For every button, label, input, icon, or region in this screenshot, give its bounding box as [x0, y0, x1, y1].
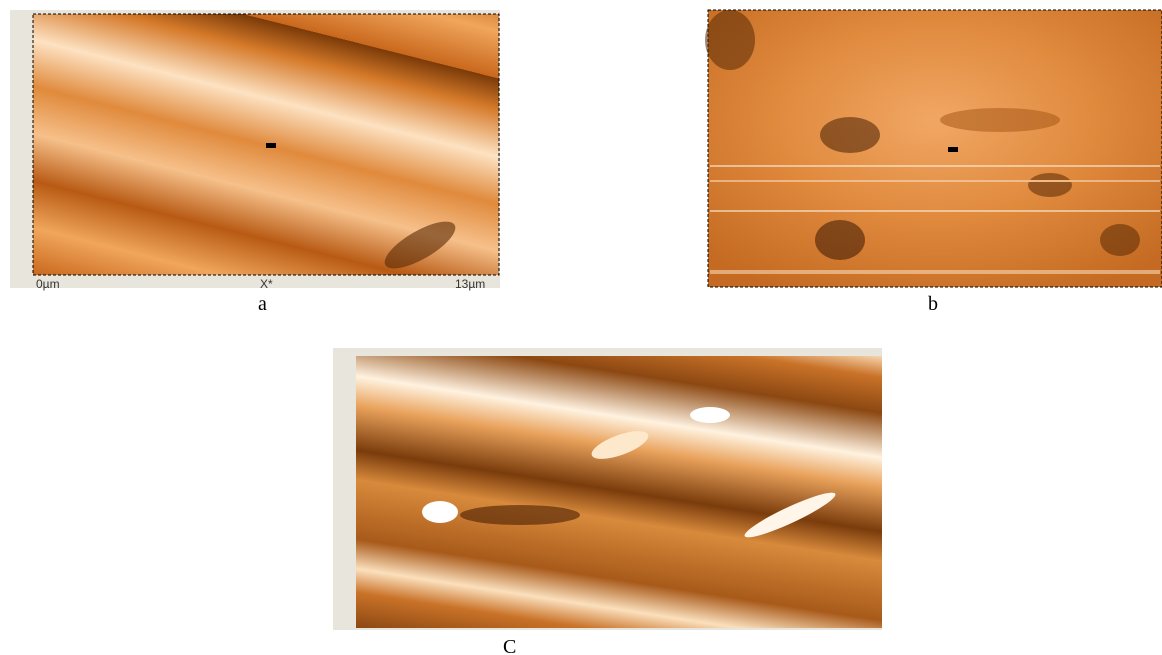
panel-label: a [258, 293, 267, 315]
axis-label: X* [260, 277, 273, 291]
axis-label: 0µm [36, 277, 60, 291]
texture [422, 407, 836, 538]
panel-label: b [928, 293, 938, 315]
marker [948, 147, 958, 152]
afm-image [356, 356, 882, 628]
marker [266, 143, 276, 148]
axis-label: 13µm [455, 277, 485, 291]
texture [705, 10, 1160, 274]
dark-spot [384, 221, 456, 269]
panel-label: C [503, 636, 516, 655]
afm-image [707, 9, 1162, 288]
